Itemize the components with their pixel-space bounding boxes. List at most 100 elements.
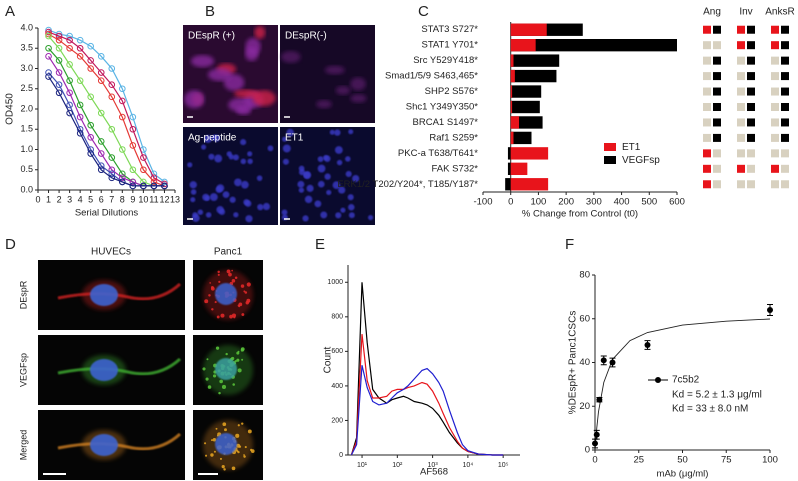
nucleus [262,202,271,211]
puncta [219,379,223,384]
nucleus [298,187,305,193]
indicator [771,41,779,50]
row-label: Merged [18,430,28,461]
indicator [703,133,711,142]
y-tick-label: 80 [579,270,590,281]
bar [510,54,560,67]
x-tick-label: 75 [721,455,732,466]
nucleus [240,158,247,165]
bar [510,131,532,145]
indicator [781,25,789,34]
puncta [229,314,233,319]
series-line [48,31,165,185]
fit-curve [594,318,771,451]
y-tick-label: 1.5 [20,124,33,134]
puncta [228,272,232,277]
puncta [244,291,248,294]
y-tick-label: 40 [579,357,590,368]
data-point [55,89,63,97]
data-point [593,431,600,438]
puncta [236,443,241,448]
panel-letter: E [315,236,325,253]
nucleus [317,164,326,173]
indicator [747,25,755,34]
data-point [150,182,158,190]
x-tick-label: 6 [99,194,104,204]
x-tick-label: -100 [473,197,492,208]
nucleus [282,158,289,165]
bar [510,39,536,52]
x-tick-label: 5 [88,194,93,204]
puncta [210,453,214,457]
x-tick-label: 13 [170,194,180,204]
nucleus [215,283,237,305]
nucleus [216,184,225,193]
indicator [713,41,721,50]
indicator [747,180,755,189]
indicator [703,72,711,81]
indicator [703,180,711,189]
micrograph [193,410,263,480]
indicator [781,56,789,65]
cell-process [57,432,182,451]
puncta [237,368,242,373]
micrograph-label: DEspR (+) [188,31,235,42]
x-tick-label: 8 [120,194,125,204]
data-point [45,32,52,40]
data-point [129,125,137,133]
nucleus [317,180,325,188]
series-line [48,29,165,183]
cell [280,50,301,63]
data-point [108,65,116,72]
nucleus [90,284,118,306]
y-tick-label: 3.5 [20,43,33,53]
category-label: Raf1 S259* [429,132,478,143]
column-label: HUVECs [91,247,131,258]
cell [350,77,366,91]
nucleus [229,196,236,203]
indicator [781,164,789,173]
nucleus [317,156,324,162]
x-tick-label: 0 [35,194,40,204]
bar [510,100,513,114]
puncta [222,422,227,427]
nucleus [282,144,291,153]
data-point [119,146,126,153]
x-tick-label: 500 [641,197,657,208]
indicator [737,149,745,158]
nucleus [192,212,198,218]
category-label: PKC-a T638/T641* [398,148,478,159]
indicator [781,149,789,158]
nucleus [215,358,237,380]
cell [254,25,266,39]
puncta [218,280,221,283]
data-point [66,89,73,97]
x-tick-label: 100 [530,197,546,208]
bar [510,54,514,67]
nucleus [367,214,374,221]
micrograph-label: DEspR(-) [285,31,327,42]
nucleus [335,212,342,219]
puncta [215,427,218,430]
indicator [771,118,779,127]
indicator [703,87,711,96]
data-point [129,166,137,174]
nucleus [189,181,197,189]
indicator-header: AnksR [765,7,794,18]
puncta [211,308,214,311]
indicator [703,164,711,173]
nucleus [197,209,204,215]
nucleus [201,144,207,150]
y-tick-label: 400 [331,383,343,390]
data-point [767,307,773,313]
data-point [45,28,52,36]
y-tick-label: 0 [339,452,343,459]
x-tick-label: 10³ [428,462,439,469]
nucleus [209,193,218,202]
cell [190,55,215,68]
puncta [246,298,251,303]
nucleus [340,207,346,213]
indicator [747,56,755,65]
puncta [221,465,225,469]
